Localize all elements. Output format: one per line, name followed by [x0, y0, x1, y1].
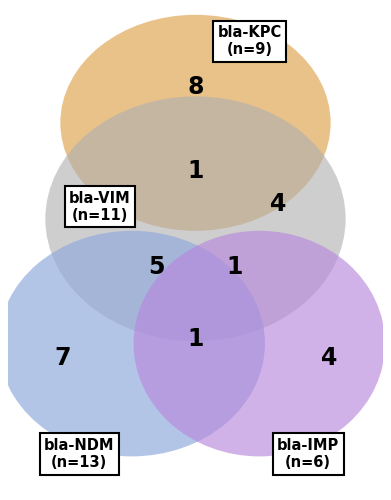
Ellipse shape: [45, 96, 346, 341]
Text: 1: 1: [227, 255, 243, 279]
Ellipse shape: [134, 231, 385, 456]
Text: bla-NDM
(n=13): bla-NDM (n=13): [44, 438, 115, 470]
Text: 7: 7: [54, 346, 70, 370]
Text: bla-IMP
(n=6): bla-IMP (n=6): [277, 438, 339, 470]
Text: bla-VIM
(n=11): bla-VIM (n=11): [69, 190, 131, 223]
Text: 4: 4: [270, 192, 286, 216]
Text: 4: 4: [321, 346, 337, 370]
Text: bla-KPC
(n=9): bla-KPC (n=9): [218, 25, 282, 58]
Text: 8: 8: [187, 75, 204, 99]
Ellipse shape: [60, 15, 331, 231]
Text: 5: 5: [148, 255, 164, 279]
Text: 1: 1: [187, 327, 204, 351]
Text: 1: 1: [187, 159, 204, 183]
Ellipse shape: [0, 231, 265, 456]
